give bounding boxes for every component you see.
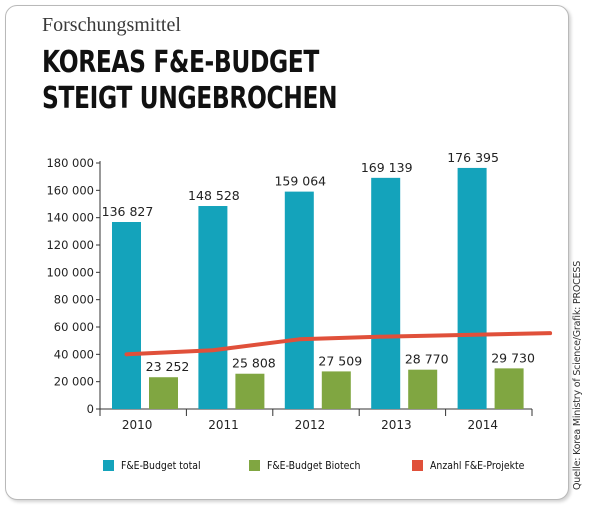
y-tick-label: 180 000 [46,156,94,170]
legend-swatch-biotech [249,460,260,471]
x-tick-label: 2013 [381,418,412,432]
data-label-biotech: 25 808 [232,356,276,371]
data-label-total: 159 064 [274,174,326,189]
data-label-total: 136 827 [102,204,154,219]
bar-biotech [408,369,438,409]
x-tick-label: 2014 [467,418,498,432]
series-biotech-bars [149,368,524,409]
x-axis: 2010 2011 2012 2013 2014 [99,408,533,432]
legend-label-biotech: F&E-Budget Biotech [267,459,361,472]
data-label-total: 148 528 [188,188,240,203]
data-label-biotech: 27 509 [318,353,362,368]
bar-biotech [494,368,524,409]
bar-total [284,191,314,409]
data-label-total: 176 395 [447,150,499,165]
y-axis: 0 20 000 40 000 60 000 80 000 100 000 120 000 1… [46,156,101,416]
y-tick-label: 80 000 [54,293,94,307]
bar-total [457,167,487,409]
legend-label-total: F&E-Budget total [121,459,201,472]
series-total-bars [112,167,487,409]
legend-item-biotech: F&E-Budget Biotech [249,459,377,472]
y-tick-label: 60 000 [54,320,94,334]
x-tick-label: 2012 [295,418,326,432]
chart-title-line-1: KOREAS F&E-BUDGET [42,45,319,80]
bar-biotech [321,371,351,409]
y-tick-label: 100 000 [46,265,94,279]
bar-total [112,222,141,409]
legend-swatch-projects [412,460,423,471]
chart-title: KOREAS F&E-BUDGET STEIGT UNGEBROCHEN [42,45,338,117]
bar-total [198,206,228,409]
data-label-biotech: 29 730 [491,350,535,365]
legend: F&E-Budget total F&E-Budget Biotech Anza… [0,459,562,477]
y-tick-label: 160 000 [46,183,94,197]
series-projects-line [124,331,553,357]
bar-total [371,177,401,409]
legend-swatch-total [103,460,114,471]
bar-biotech [149,377,178,409]
y-tick-label: 20 000 [54,375,94,389]
y-tick-label: 40 000 [54,347,94,361]
chart-title-line-2: STEIGT UNGEBROCHEN [42,81,338,116]
source-note: Quelle: Korea Ministry of Science/Grafik… [572,260,583,490]
bar-biotech [235,373,265,409]
y-tick-label: 140 000 [46,211,94,225]
data-label-biotech: 23 252 [146,359,190,374]
x-tick-label: 2010 [122,418,153,432]
data-label-biotech: 28 770 [405,352,449,367]
kicker-label: Forschungsmittel [42,14,181,36]
legend-item-total: F&E-Budget total [103,459,215,472]
data-label-total: 169 139 [361,160,413,175]
y-tick-label: 120 000 [46,238,94,252]
data-labels: 136 827 23 252 148 528 25 808 159 064 27 509 1… [102,150,535,374]
x-tick-label: 2011 [208,418,239,432]
legend-item-projects: Anzahl F&E-Projekte [412,459,541,472]
legend-label-projects: Anzahl F&E-Projekte [430,459,525,472]
y-tick-label: 0 [87,402,94,416]
